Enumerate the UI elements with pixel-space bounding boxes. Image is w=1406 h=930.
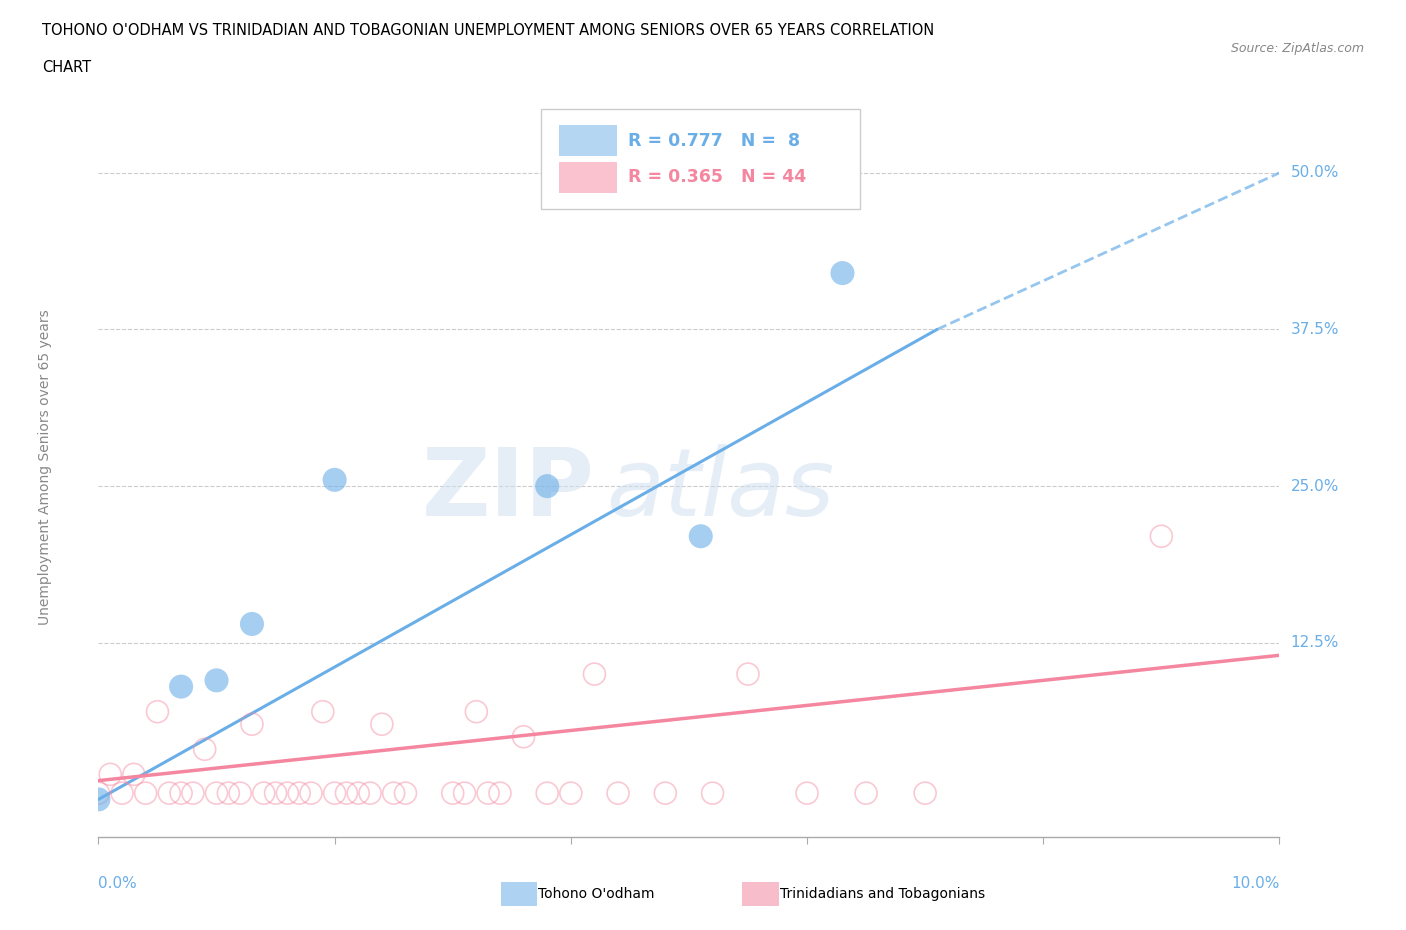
Point [217,786,239,801]
Text: Unemployment Among Seniors over 65 years: Unemployment Among Seniors over 65 years [38,310,52,625]
FancyBboxPatch shape [560,125,617,156]
Point [702,786,724,801]
Point [194,742,217,757]
Point [170,679,193,694]
Text: 25.0%: 25.0% [1291,479,1339,494]
Point [312,704,335,719]
Point [796,786,818,801]
Point [855,786,877,801]
Point [135,786,157,801]
Point [831,266,853,281]
Point [737,667,759,682]
Point [536,786,558,801]
Point [607,786,630,801]
Point [335,786,357,801]
Text: TOHONO O'ODHAM VS TRINIDADIAN AND TOBAGONIAN UNEMPLOYMENT AMONG SENIORS OVER 65 : TOHONO O'ODHAM VS TRINIDADIAN AND TOBAGO… [42,23,935,38]
FancyBboxPatch shape [541,109,860,208]
Point [371,717,394,732]
Text: ZIP: ZIP [422,444,595,536]
Point [583,667,606,682]
Text: R = 0.365   N = 44: R = 0.365 N = 44 [627,168,806,187]
Point [240,717,263,732]
Point [264,786,287,801]
Text: 10.0%: 10.0% [1232,876,1279,891]
Point [98,767,121,782]
Point [181,786,204,801]
Point [205,673,228,688]
Point [359,786,381,801]
Point [253,786,276,801]
Point [477,786,499,801]
Point [111,786,134,801]
Point [654,786,676,801]
Point [229,786,252,801]
Point [323,472,346,487]
Point [146,704,169,719]
Point [536,479,558,494]
Text: Trinidadians and Tobagonians: Trinidadians and Tobagonians [780,886,986,901]
Point [689,529,711,544]
Point [240,617,263,631]
Text: 0.0%: 0.0% [98,876,138,891]
Point [205,786,228,801]
Text: R = 0.777   N =  8: R = 0.777 N = 8 [627,131,800,150]
Text: atlas: atlas [606,444,835,535]
Text: Tohono O'odham: Tohono O'odham [538,886,655,901]
Text: CHART: CHART [42,60,91,75]
Point [1150,529,1173,544]
Point [914,786,936,801]
Text: 12.5%: 12.5% [1291,635,1339,650]
Point [87,792,110,807]
Point [382,786,405,801]
Point [394,786,416,801]
Point [276,786,298,801]
Point [323,786,346,801]
Point [347,786,370,801]
Point [122,767,145,782]
Text: 50.0%: 50.0% [1291,166,1339,180]
Point [453,786,475,801]
FancyBboxPatch shape [560,162,617,193]
Point [157,786,180,801]
Point [512,729,534,744]
Point [299,786,322,801]
Point [560,786,582,801]
Point [489,786,512,801]
Point [441,786,464,801]
Point [170,786,193,801]
Point [465,704,488,719]
Text: Source: ZipAtlas.com: Source: ZipAtlas.com [1230,42,1364,55]
Point [87,786,110,801]
Text: 37.5%: 37.5% [1291,322,1339,337]
Point [288,786,311,801]
